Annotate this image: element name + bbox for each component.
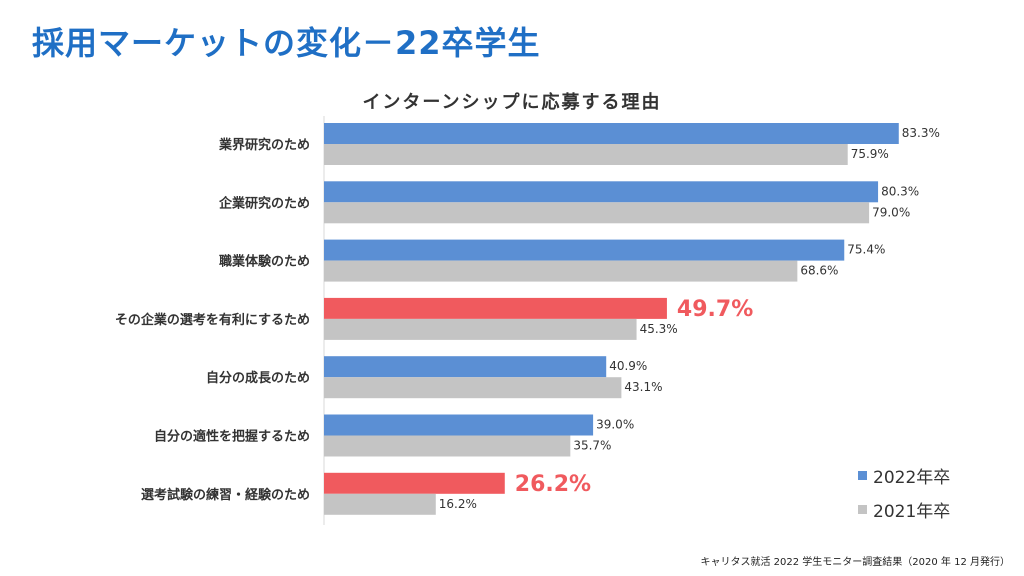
bar-2021	[324, 260, 798, 282]
category-label: 自分の成長のため	[206, 370, 310, 386]
category-label: 選考試験の練習・経験のため	[141, 487, 310, 503]
data-label-2022: 49.7%	[677, 297, 753, 322]
bar-2021	[324, 202, 870, 224]
data-label-2021: 68.6%	[800, 264, 838, 278]
data-label-2021: 45.3%	[640, 322, 678, 336]
bar-2021	[324, 493, 436, 515]
data-label-2022: 83.3%	[902, 126, 940, 140]
data-label-2021: 35.7%	[573, 439, 611, 453]
data-label-2022: 75.4%	[847, 243, 885, 257]
source-note: キャリタス就活 2022 学生モニター調査結果（2020 年 12 月発行）	[700, 557, 1010, 568]
bar-2021	[324, 435, 571, 457]
category-label: 自分の適性を把握するため	[154, 429, 310, 445]
bar-2022	[324, 297, 667, 319]
bar-2022	[324, 181, 879, 203]
legend-swatch-2022	[858, 470, 867, 480]
data-label-2022: 80.3%	[881, 184, 919, 198]
bar-2022	[324, 239, 845, 261]
data-label-2022: 26.2%	[515, 472, 591, 497]
legend-item-2022: 2022年卒	[858, 458, 950, 492]
bar-2022	[324, 356, 607, 378]
bar-2021	[324, 377, 622, 399]
data-label-2021: 43.1%	[624, 380, 662, 394]
data-label-2021: 75.9%	[851, 147, 889, 161]
bar-2022	[324, 414, 594, 436]
page-title: 採用マーケットの変化－22卒学生	[32, 24, 541, 62]
data-label-2022: 39.0%	[596, 418, 634, 432]
legend-item-2021: 2021年卒	[858, 492, 950, 526]
category-label: 職業体験のため	[219, 254, 310, 270]
legend-label-2021: 2021年卒	[873, 501, 951, 522]
bar-2021	[324, 144, 848, 165]
bar-2022	[324, 472, 505, 494]
category-label: 企業研究のため	[218, 195, 310, 211]
legend: 2022年卒 2021年卒	[858, 458, 950, 526]
data-label-2022: 40.9%	[609, 359, 647, 373]
legend-label-2022: 2022年卒	[873, 467, 951, 488]
legend-swatch-2021	[858, 504, 867, 514]
category-label: その企業の選考を有利にするため	[115, 312, 310, 328]
bar-2021	[324, 318, 637, 340]
category-label: 業界研究のため	[218, 137, 310, 153]
chart-title: インターンシップに応募する理由	[362, 92, 662, 113]
data-label-2021: 16.2%	[439, 497, 477, 511]
data-label-2021: 79.0%	[872, 205, 910, 219]
bar-2022	[324, 123, 899, 144]
